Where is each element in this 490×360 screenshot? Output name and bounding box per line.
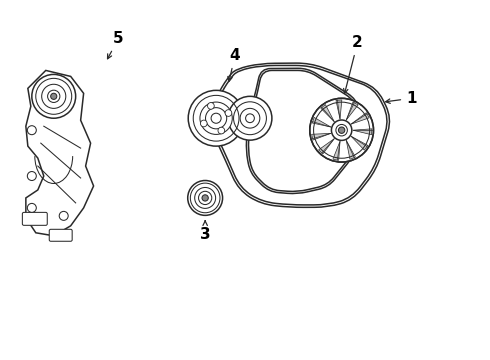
Circle shape (27, 126, 36, 135)
Text: 3: 3 (200, 221, 211, 242)
Polygon shape (318, 139, 334, 154)
Circle shape (336, 125, 347, 136)
Text: 4: 4 (228, 48, 241, 81)
Polygon shape (351, 136, 368, 150)
Circle shape (218, 127, 225, 134)
Circle shape (188, 90, 244, 146)
PathPatch shape (248, 71, 360, 192)
Circle shape (245, 114, 254, 123)
Circle shape (200, 102, 232, 134)
Circle shape (188, 180, 222, 215)
Circle shape (200, 120, 207, 127)
FancyBboxPatch shape (49, 229, 72, 241)
Circle shape (27, 203, 36, 212)
Circle shape (202, 195, 208, 201)
Circle shape (339, 127, 345, 134)
Text: 2: 2 (343, 35, 363, 93)
Circle shape (195, 188, 216, 208)
Circle shape (331, 120, 352, 140)
Polygon shape (333, 141, 340, 160)
Text: 1: 1 (386, 91, 416, 106)
Polygon shape (321, 105, 334, 122)
Polygon shape (346, 140, 355, 159)
Circle shape (48, 90, 60, 103)
Circle shape (310, 98, 373, 162)
Polygon shape (346, 102, 358, 120)
Circle shape (208, 103, 214, 109)
Text: 5: 5 (107, 31, 124, 59)
Circle shape (225, 110, 232, 116)
FancyBboxPatch shape (23, 212, 47, 225)
Circle shape (59, 211, 68, 220)
Circle shape (32, 75, 75, 118)
Circle shape (211, 113, 221, 123)
Polygon shape (351, 113, 369, 124)
Polygon shape (312, 117, 331, 127)
Circle shape (228, 96, 272, 140)
Circle shape (50, 93, 57, 99)
Polygon shape (353, 129, 372, 135)
Circle shape (27, 171, 36, 180)
Polygon shape (336, 100, 342, 119)
Polygon shape (26, 71, 94, 236)
Polygon shape (312, 133, 331, 140)
